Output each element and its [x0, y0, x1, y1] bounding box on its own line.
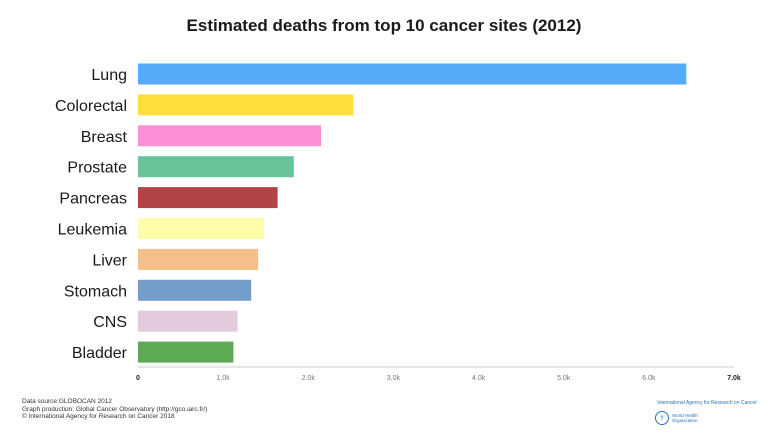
category-label-prostate: Prostate [67, 160, 127, 177]
bar-liver [138, 248, 259, 270]
category-label-pancreas: Pancreas [59, 191, 127, 208]
category-label-cns: CNS [93, 314, 127, 331]
bar-cns [138, 310, 238, 332]
bar-lung [138, 63, 687, 85]
bars-layer [138, 63, 687, 363]
category-label-liver: Liver [92, 252, 127, 269]
category-labels: Lung Colorectal Breast Prostate Pancreas Leuk… [55, 67, 128, 362]
x-tick-label: 3.0k [387, 375, 401, 382]
data-source-text: Data source:GLOBOCAN 2012 [22, 398, 112, 405]
category-label-leukemia: Leukemia [58, 222, 127, 239]
x-tick-label: 0 [136, 375, 140, 382]
category-label-breast: Breast [81, 129, 128, 146]
x-tick-label: 4.0k [472, 375, 486, 382]
bar-breast [138, 125, 322, 147]
bar-leukemia [138, 218, 264, 239]
category-label-colorectal: Colorectal [55, 98, 127, 115]
who-emblem-icon: ⚕ [655, 411, 669, 425]
chart-title: Estimated deaths from top 10 cancer site… [186, 16, 582, 35]
x-tick-label: 6.0k [642, 375, 656, 382]
graph-production-text: Graph production: Global Cancer Observat… [22, 405, 208, 413]
bar-bladder [138, 341, 234, 363]
footer-credits: Data source:GLOBOCAN 2012 Graph producti… [22, 398, 207, 421]
bar-colorectal [138, 94, 354, 116]
x-tick-labels: 0 1.0k 2.0k 3.0k 4.0k 5.0k 6.0k 7.0k [136, 375, 741, 382]
x-tick-label: 1.0k [216, 375, 230, 382]
category-label-stomach: Stomach [64, 283, 127, 300]
x-tick-label: 2.0k [302, 375, 316, 382]
category-label-bladder: Bladder [72, 345, 128, 362]
bar-stomach [138, 279, 252, 301]
category-label-lung: Lung [91, 67, 127, 84]
bar-prostate [138, 156, 294, 178]
x-tick-label: 7.0k [727, 375, 741, 382]
who-logo-text: World Health Organization [672, 413, 698, 423]
bar-pancreas [138, 187, 278, 209]
copyright-text: © International Agency for Research on C… [22, 413, 175, 420]
iarc-logo-text: International Agency for Research on Can… [657, 400, 757, 406]
x-tick-label: 5.0k [557, 375, 571, 382]
organization-logos: International Agency for Research on Can… [655, 400, 765, 425]
